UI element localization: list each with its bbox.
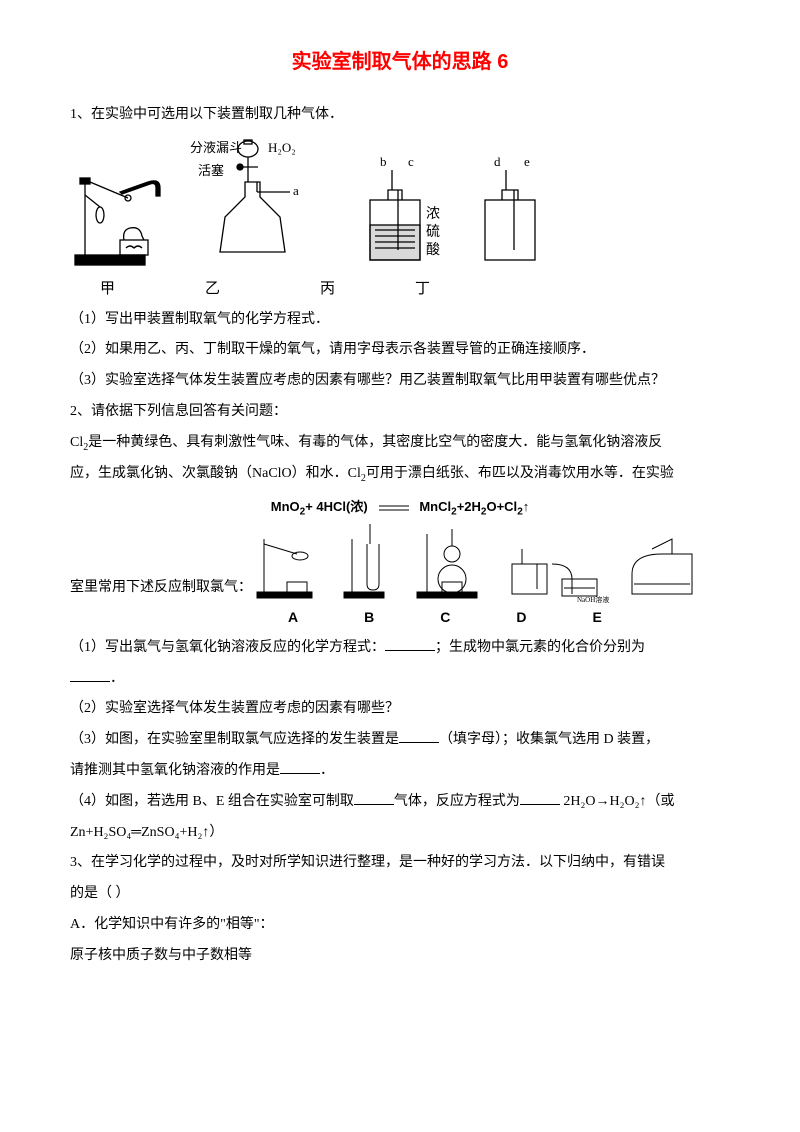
q2-sub4b: Zn+H₂SO₄═ZnSO₄+H₂↑） bbox=[70, 818, 730, 849]
label-fenye: 分液漏斗 bbox=[190, 140, 242, 155]
text: （填字母）；收集氯气选用 D 装置， bbox=[439, 732, 659, 747]
q2-sub1c: ． bbox=[70, 664, 730, 695]
letter-b: B bbox=[364, 602, 374, 633]
label-bing: 丙 bbox=[320, 272, 335, 305]
label-c: c bbox=[408, 154, 414, 169]
blank bbox=[280, 760, 320, 774]
q3-a1: A．化学知识中有许多的"相等"： bbox=[70, 910, 730, 941]
label-ding: 丁 bbox=[415, 272, 430, 305]
label-e: e bbox=[524, 154, 530, 169]
q2-sub2: （2）实验室选择气体发生装置应考虑的因素有哪些？ bbox=[70, 694, 730, 725]
q2-sub3b: 请推测其中氢氧化钠溶液的作用是 ． bbox=[70, 756, 730, 787]
label-suan: 酸 bbox=[426, 242, 440, 258]
apparatus-ding-icon: d e bbox=[470, 150, 560, 270]
q2-p1: Cl2是一种黄绿色、具有刺激性气味、有毒的气体，其密度比空气的密度大．能与氢氧化… bbox=[70, 428, 730, 459]
q3-a2: 原子核中质子数与中子数相等 bbox=[70, 941, 730, 972]
blank bbox=[70, 668, 110, 682]
q1-stem: 1、在实验中可选用以下装置制取几种气体． bbox=[70, 100, 730, 131]
q2-sub4: （4）如图，若选用 B、E 组合在实验室可制取 气体，反应方程式为 2H₂O→H₂… bbox=[70, 787, 730, 818]
blank bbox=[385, 637, 435, 651]
label-yi: 乙 bbox=[205, 272, 220, 305]
label-a: a bbox=[293, 183, 299, 198]
letter-a: A bbox=[288, 602, 298, 633]
text: 是一种黄绿色、具有刺激性气味、有毒的气体，其密度比空气的密度大．能与氢氧化钠溶液… bbox=[88, 435, 662, 450]
label-b: b bbox=[380, 154, 387, 169]
q3-stem2: 的是（ ） bbox=[70, 879, 730, 910]
apparatus-letters: A B C D E bbox=[270, 602, 730, 633]
text: （4）如图，若选用 B、E 组合在实验室可制取 bbox=[70, 794, 354, 809]
letter-c: C bbox=[440, 602, 450, 633]
text: 2H₂O→H₂O₂↑（或 bbox=[560, 794, 675, 809]
q2-p2: 应，生成氯化钠、次氯酸钠（NaClO）和水．Cl2可用于漂白纸张、布匹以及消毒饮… bbox=[70, 459, 730, 490]
letter-e: E bbox=[593, 602, 602, 633]
label-nong: 浓 bbox=[426, 206, 440, 222]
text: ． bbox=[320, 763, 334, 778]
label-jia: 甲 bbox=[100, 272, 115, 305]
apparatus-set-2-icon: NaOH溶液 bbox=[252, 524, 712, 604]
text: （1）写出氯气与氢氧化钠溶液反应的化学方程式： bbox=[70, 640, 385, 655]
label-h2o2: H₂O₂ bbox=[268, 140, 296, 155]
apparatus-figure-1: 分液漏斗 H₂O₂ 活塞 a b c 浓 硫 酸 d e bbox=[70, 137, 730, 270]
label-d: d bbox=[494, 154, 501, 169]
page-title: 实验室制取气体的思路 6 bbox=[70, 40, 730, 84]
text: 气体，反应方程式为 bbox=[394, 794, 520, 809]
q1-sub2: （2）如果用乙、丙、丁制取干燥的氧气，请用字母表示各装置导管的正确连接顺序． bbox=[70, 335, 730, 366]
text: （3）如图，在实验室里制取氯气应选择的发生装置是 bbox=[70, 732, 399, 747]
q1-sub3: （3）实验室选择气体发生装置应考虑的因素有哪些？用乙装置制取氧气比用甲装置有哪些… bbox=[70, 366, 730, 397]
q2-lead: 室里常用下述反应制取氯气： bbox=[70, 573, 252, 604]
q2-sub1: （1）写出氯气与氢氧化钠溶液反应的化学方程式： ；生成物中氯元素的化合价分别为 bbox=[70, 633, 730, 664]
apparatus-yi-icon: 分液漏斗 H₂O₂ 活塞 a bbox=[190, 137, 330, 257]
blank bbox=[399, 729, 439, 743]
apparatus-labels-1: 甲 乙 丙 丁 bbox=[70, 272, 730, 305]
text: ；生成物中氯元素的化合价分别为 bbox=[435, 640, 645, 655]
apparatus-row-2: 室里常用下述反应制取氯气： bbox=[70, 524, 730, 604]
q2-stem: 2、请依据下列信息回答有关问题： bbox=[70, 397, 730, 428]
q2-sub3: （3）如图，在实验室里制取氯气应选择的发生装置是 （填字母）；收集氯气选用 D 装… bbox=[70, 725, 730, 756]
letter-d: D bbox=[516, 602, 526, 633]
apparatus-bing-icon: b c 浓 硫 酸 bbox=[350, 150, 450, 270]
apparatus-jia-icon bbox=[70, 160, 170, 270]
text: 可用于漂白纸张、布匹以及消毒饮用水等．在实验 bbox=[366, 466, 674, 481]
text: ． bbox=[110, 671, 124, 686]
equation: MnO2+ 4HCl(浓) MnCl2+2H2O+Cl2↑ bbox=[70, 493, 730, 524]
text: 应，生成氯化钠、次氯酸钠（NaClO）和水．Cl bbox=[70, 466, 361, 481]
label-huosai: 活塞 bbox=[198, 163, 224, 178]
q3-stem: 3、在学习化学的过程中，及时对所学知识进行整理，是一种好的学习方法．以下归纳中，… bbox=[70, 848, 730, 879]
label-liu: 硫 bbox=[426, 224, 440, 240]
blank bbox=[520, 791, 560, 805]
blank bbox=[354, 791, 394, 805]
q1-sub1: （1）写出甲装置制取氧气的化学方程式． bbox=[70, 305, 730, 336]
text: Cl bbox=[70, 435, 83, 450]
text: 请推测其中氢氧化钠溶液的作用是 bbox=[70, 763, 280, 778]
